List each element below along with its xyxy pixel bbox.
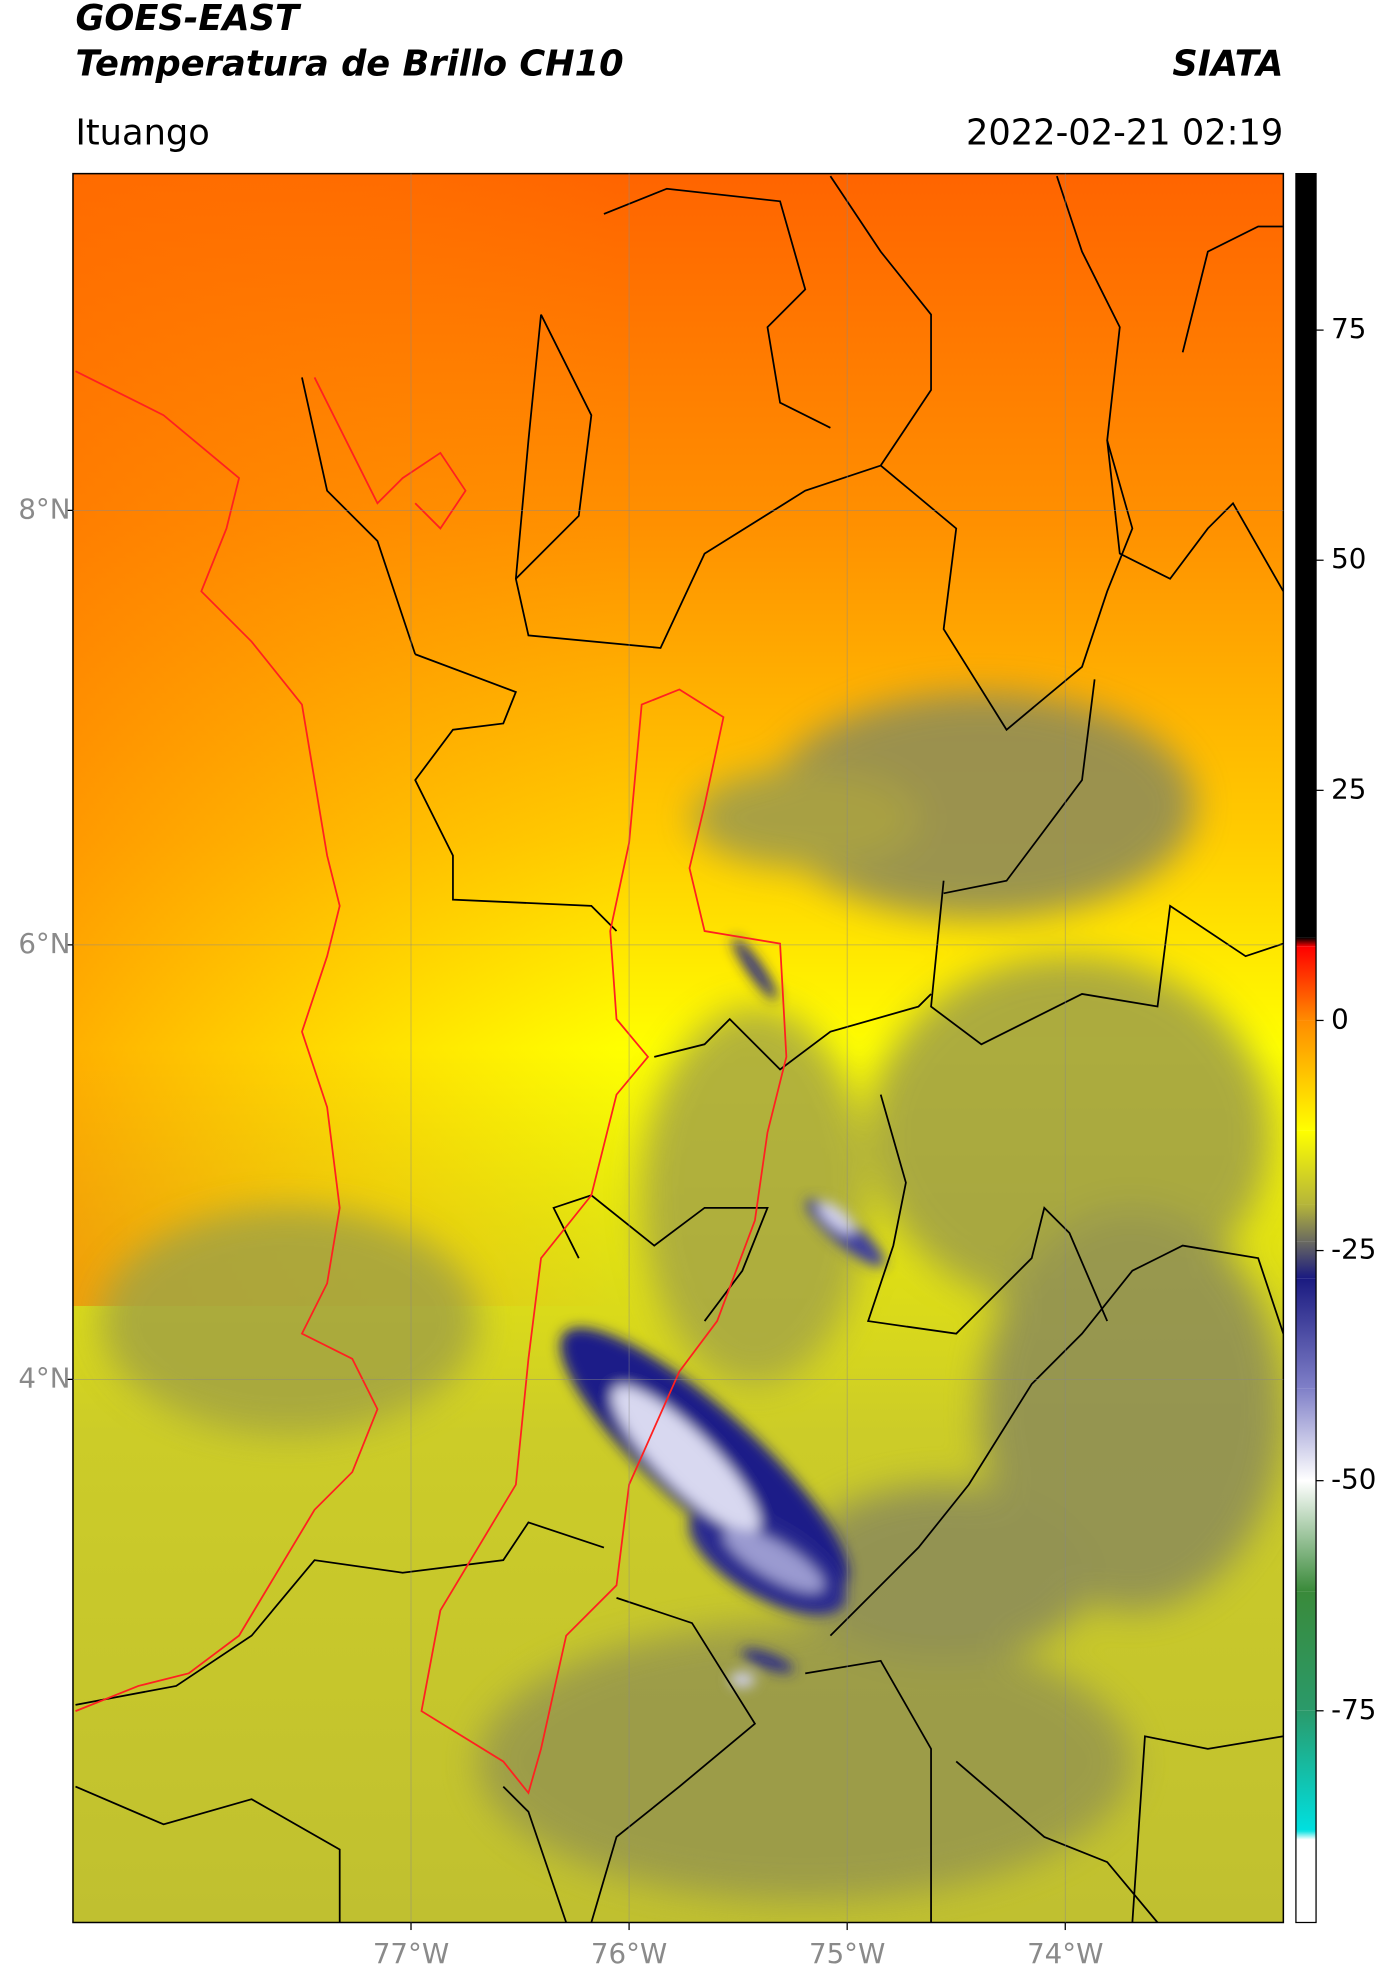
map-frame [72,172,1285,1924]
place: Ituango [75,113,209,154]
lon-label: 75°W [809,1937,885,1970]
colorbar-tick-label: 75 [1331,312,1366,345]
colorbar-tick-label: 25 [1331,772,1366,805]
datetime: 2022-02-21 02:19 [966,113,1283,154]
colorbar-segment [1295,1130,1317,1205]
colorbar-tick-label: 50 [1331,542,1366,575]
boundaries [75,175,1284,1923]
colorbar-segment [1295,1591,1317,1711]
colorbar-segment [1295,1278,1317,1389]
colorbar-segment [1295,173,1317,938]
satellite-image [72,173,1284,1923]
colorbar-segment [1295,1388,1317,1481]
colorbar-segment [1295,1710,1317,1831]
colorbar-segment [1295,1241,1317,1279]
subtitle: Temperatura de Brillo CH10 [75,43,623,84]
lon-label: 74°W [1027,1937,1103,1970]
lon-label: 76°W [591,1937,667,1970]
title: GOES-EAST [75,0,302,39]
lon-label: 77°W [373,1937,449,1970]
colorbar-tick-label: -50 [1331,1463,1376,1496]
colorbar-segment [1295,1830,1317,1840]
colorbar-segment [1295,937,1317,947]
lat-label: 6°N [18,927,70,960]
lat-label: 8°N [18,492,70,525]
colorbar-tick-label: -75 [1331,1693,1376,1726]
brand: SIATA [1172,43,1283,84]
colorbar-tick-label: 0 [1331,1002,1349,1035]
colorbar-tick-label: -25 [1331,1233,1376,1266]
colorbar-segment [1295,946,1317,1021]
colorbar-segment [1295,1020,1317,1131]
colorbar-segment [1295,1204,1317,1242]
colorbar-segment [1295,1839,1317,1923]
lat-label: 4°N [18,1361,70,1394]
colorbar-segment [1295,1480,1317,1592]
region-outline [75,370,788,1795]
colorbar-frame [1295,172,1317,1924]
